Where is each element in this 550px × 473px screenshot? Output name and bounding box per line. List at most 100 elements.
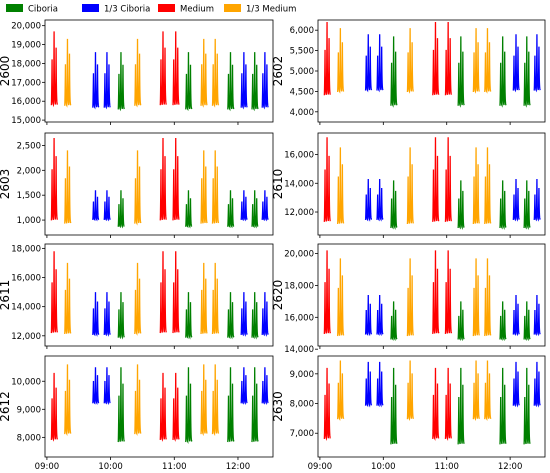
y-tick-label: 14,000 [284, 179, 314, 189]
y-tick-label: 15,000 [11, 116, 41, 126]
traces [323, 137, 541, 231]
series-line-ciboria [227, 292, 235, 340]
series-line-medium [432, 250, 440, 334]
y-tick-label: 1,500 [17, 191, 41, 201]
y-tick-label: 4,500 [290, 87, 314, 97]
series-line-1-3-ciboria [533, 34, 541, 93]
x-tick-label: 09:00 [308, 462, 333, 472]
series-line-1-3-ciboria [92, 292, 100, 337]
y-tick-label: 2,500 [17, 141, 41, 151]
series-line-1-3-ciboria [103, 367, 111, 405]
plot-frame [317, 132, 546, 236]
series-line-1-3-medium [134, 262, 142, 336]
traces [50, 364, 269, 444]
series-line-medium [172, 372, 180, 442]
series-line-medium [159, 251, 167, 334]
y-tick-label: 8,000 [17, 433, 41, 443]
y-tick-label: 14,000 [11, 303, 41, 313]
y-axis-label: 2612 [0, 391, 12, 422]
y-tick-label: 9,000 [290, 370, 314, 380]
panel-2603: 1,000 1,500 2,000 2,500 2603 [0, 132, 274, 238]
series-line-ciboria [227, 52, 235, 112]
series-line-1-3-ciboria [512, 361, 520, 408]
traces [50, 31, 269, 112]
y-tick-label: 14,000 [284, 345, 314, 355]
traces [50, 251, 269, 340]
traces [50, 137, 269, 229]
legend: Ciboria 1/3 Ciboria Medium 1/3 Medium [6, 4, 296, 15]
series-line-ciboria [185, 292, 193, 340]
series-line-ciboria [251, 292, 259, 340]
y-axis-label: 2600 [0, 56, 12, 87]
x-tick-label: 11:00 [162, 462, 187, 472]
series-line-ciboria [523, 301, 531, 342]
x-tick-label: 12:00 [498, 462, 523, 472]
y-tick-label: 5,000 [290, 67, 314, 77]
series-line-medium [444, 137, 453, 222]
series-line-medium [50, 372, 59, 442]
series-line-1-3-ciboria [376, 178, 384, 222]
series-line-1-3-ciboria [92, 367, 100, 405]
series-line-1-3-ciboria [376, 34, 384, 93]
series-line-ciboria [185, 52, 193, 112]
legend-label: 1/3 Medium [246, 5, 296, 15]
panel-2602: 4,000 4,500 5,000 5,500 6,000 2602 [271, 19, 546, 125]
series-line-medium [444, 367, 453, 441]
series-line-medium [172, 137, 180, 221]
series-line-ciboria [457, 36, 465, 108]
legend-item-1-3-medium: 1/3 Medium [224, 4, 296, 15]
panels: 15,000 16,000 17,000 18,000 19,000 20,000 2600… [0, 19, 546, 472]
traces [323, 22, 541, 108]
series-line-ciboria [185, 367, 193, 444]
y-tick-label: 16,000 [284, 151, 314, 161]
panel-2630: 7,000 8,000 9,000 2630 09:00 10:00 11:00 12:00 [271, 355, 546, 472]
x-tick-label: 12:00 [226, 462, 251, 472]
series-line-1-3-medium [211, 150, 220, 224]
series-line-medium [323, 367, 331, 441]
series-line-1-3-ciboria [376, 294, 384, 337]
series-line-1-3-ciboria [376, 361, 384, 408]
y-tick-label: 18,000 [284, 281, 314, 291]
legend-label: 1/3 Ciboria [104, 5, 150, 15]
series-line-1-3-ciboria [364, 361, 373, 408]
y-tick-label: 9,000 [17, 405, 41, 415]
series-line-ciboria [117, 190, 125, 229]
series-line-medium [323, 22, 331, 96]
legend-swatch [82, 4, 99, 12]
series-line-1-3-ciboria [512, 178, 520, 222]
y-axis-label: 2611 [0, 280, 12, 311]
traces [323, 360, 541, 445]
panel-2620: 14,000 16,000 18,000 20,000 2620 [271, 243, 546, 355]
series-line-1-3-ciboria [92, 52, 100, 110]
series-line-1-3-medium [406, 147, 415, 225]
series-line-medium [172, 251, 180, 334]
plot-frame [317, 243, 546, 347]
legend-swatch [158, 4, 175, 12]
plot-frame [44, 243, 274, 347]
x-tick-label: 10:00 [98, 462, 123, 472]
series-line-1-3-ciboria [261, 52, 269, 110]
series-line-1-3-medium [211, 364, 220, 437]
series-line-1-3-ciboria [533, 361, 541, 408]
y-axis-label: 2602 [271, 56, 285, 87]
series-line-1-3-ciboria [261, 367, 269, 405]
series-line-1-3-ciboria [261, 190, 269, 222]
series-line-1-3-ciboria [364, 294, 373, 337]
series-line-ciboria [390, 180, 398, 230]
series-line-1-3-medium [337, 360, 345, 421]
series-line-1-3-ciboria [92, 190, 100, 222]
y-tick-label: 17,000 [11, 78, 41, 88]
panel-2612: 8,000 9,000 10,000 2612 09:00 10:00 11:00 12:00 [0, 355, 274, 472]
series-line-ciboria [117, 52, 125, 112]
series-line-1-3-ciboria [533, 178, 541, 222]
series-line-1-3-ciboria [364, 34, 373, 93]
series-line-1-3-ciboria [261, 292, 269, 337]
series-line-1-3-medium [472, 28, 480, 94]
x-tick-label: 09:00 [35, 462, 60, 472]
plot-frame [317, 19, 546, 123]
series-line-1-3-ciboria [240, 190, 248, 222]
y-axis-label: 2630 [271, 391, 285, 422]
legend-label: Medium [180, 5, 214, 15]
legend-swatch [224, 4, 241, 12]
